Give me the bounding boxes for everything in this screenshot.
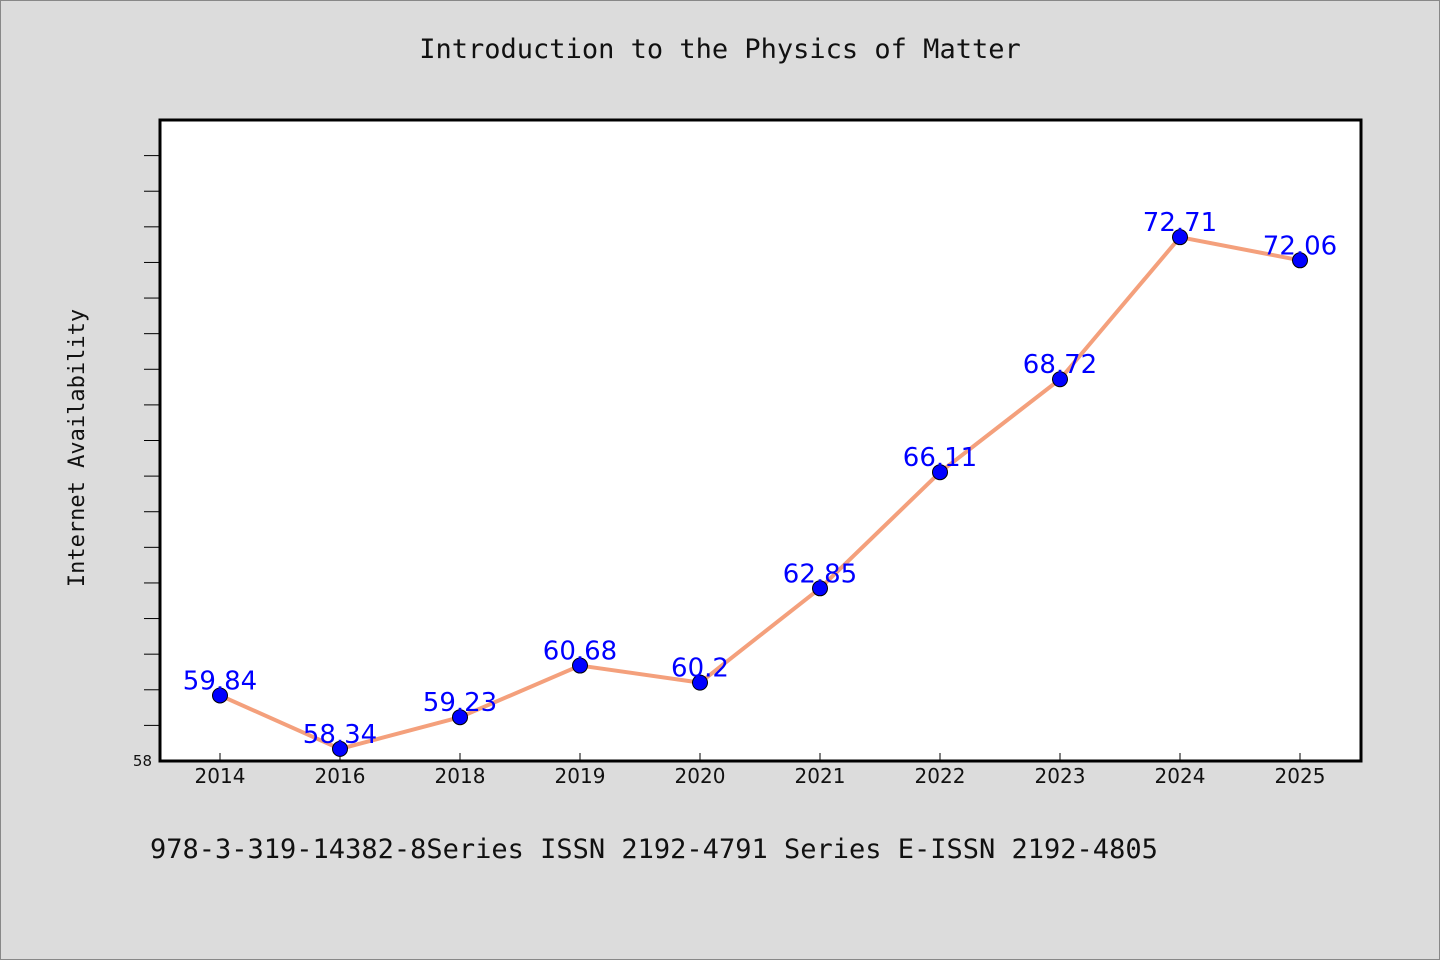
y-axis-ticks [144,155,160,726]
data-labels: 59.84 58.34 59.23 60.68 60.2 62.85 66.11 68.72 7… [183,208,1337,750]
data-point [1052,371,1068,388]
x-tick-label: 2018 [435,764,486,788]
x-tick-label: 2024 [1155,764,1206,788]
y-tick-label: 58 [133,752,152,770]
data-label: 62.85 [783,559,857,589]
data-point [812,580,828,597]
data-label: 58.34 [303,720,377,750]
footer-isbn-text: 978-3-319-14382-8Series ISSN 2192-4791 S… [150,834,1158,865]
chart-title: Introduction to the Physics of Matter [419,34,1021,65]
x-tick-label: 2021 [795,764,846,788]
data-label: 60.2 [671,654,729,684]
x-tick-label: 2025 [1275,764,1326,788]
x-tick-label: 2014 [195,764,246,788]
data-point [932,464,948,481]
x-tick-label: 2022 [915,764,966,788]
data-label: 72.06 [1263,231,1337,261]
data-point [572,657,588,674]
data-point [212,687,228,704]
data-point [332,740,348,757]
data-markers [212,229,1308,757]
data-label: 59.23 [423,688,497,718]
x-tick-label: 2023 [1035,764,1086,788]
data-label: 59.84 [183,666,257,696]
x-tick-label: 2016 [315,764,366,788]
data-label: 68.72 [1023,350,1097,380]
data-point [1292,252,1308,269]
data-point [452,709,468,726]
data-point [1172,229,1188,246]
x-tick-label: 2019 [555,764,606,788]
x-axis-ticks: 2014 2016 2018 2019 2020 2021 2022 2023 2024 2025 [195,753,1326,788]
x-tick-label: 2020 [675,764,726,788]
plot-area [158,118,1363,763]
series-line [219,235,1301,751]
data-label: 60.68 [543,637,617,667]
y-axis-title: Internet Availability [65,309,90,587]
data-point [692,674,708,691]
data-label: 72.71 [1143,208,1217,238]
data-label: 66.11 [903,443,977,473]
